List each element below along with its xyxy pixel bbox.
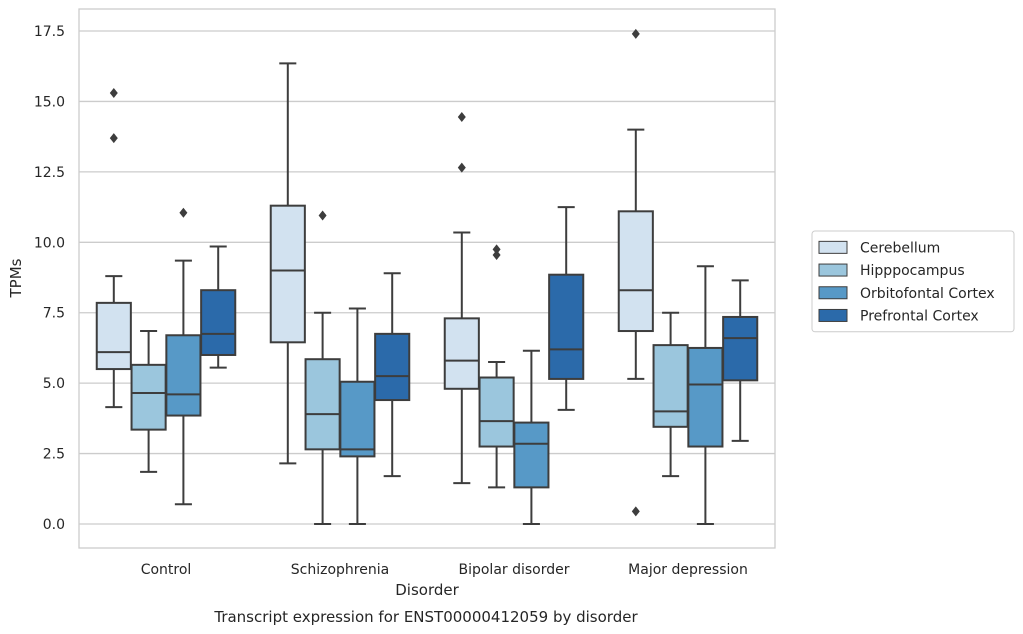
box-group bbox=[548, 206, 585, 411]
legend: Cerebellum Hipppocampus Orbitofontal Corte… bbox=[811, 230, 1015, 333]
box-group bbox=[513, 349, 550, 525]
x-tick-label: Bipolar disorder bbox=[458, 562, 569, 578]
box bbox=[95, 301, 132, 371]
chart-caption: Transcript expression for ENST0000041205… bbox=[213, 608, 638, 626]
box-group bbox=[687, 265, 724, 525]
box bbox=[722, 315, 759, 382]
box bbox=[478, 376, 515, 448]
outlier-marker bbox=[631, 506, 640, 517]
box bbox=[443, 317, 480, 390]
box-group bbox=[269, 62, 306, 465]
y-tick-label: 2.5 bbox=[43, 447, 65, 463]
box bbox=[304, 358, 341, 451]
outlier-marker bbox=[457, 162, 466, 173]
outlier-marker bbox=[492, 244, 501, 255]
plot-area bbox=[79, 9, 775, 548]
box bbox=[269, 204, 306, 344]
box-group bbox=[130, 330, 167, 473]
legend-label: Cerebellum bbox=[860, 240, 940, 256]
box-group bbox=[478, 244, 515, 489]
box bbox=[165, 334, 202, 417]
legend-swatch bbox=[818, 263, 848, 277]
box bbox=[339, 380, 376, 458]
box bbox=[513, 421, 550, 489]
legend-label: Prefrontal Cortex bbox=[860, 308, 979, 324]
y-tick-labels: 0.0 2.5 5.0 7.5 10.0 12.5 15.0 17.5 bbox=[34, 24, 65, 533]
legend-frame bbox=[811, 230, 1015, 333]
box-group bbox=[722, 279, 759, 442]
y-tick-label: 0.0 bbox=[43, 517, 65, 533]
y-tick-label: 7.5 bbox=[43, 306, 65, 322]
legend-swatch bbox=[818, 240, 848, 254]
x-tick-labels: Control Schizophrenia Bipolar disorder Majo… bbox=[141, 562, 748, 578]
x-tick-label: Control bbox=[141, 562, 192, 578]
outlier-marker bbox=[457, 111, 466, 122]
outlier-marker bbox=[631, 28, 640, 39]
outlier-marker bbox=[109, 133, 118, 144]
y-tick-label: 15.0 bbox=[34, 94, 65, 110]
box-group bbox=[443, 111, 480, 485]
y-axis-title: TPMs bbox=[7, 258, 25, 298]
box-group bbox=[339, 307, 376, 525]
box bbox=[548, 273, 585, 380]
x-tick-label: Major depression bbox=[628, 562, 748, 578]
legend-label: Orbitofontal Cortex bbox=[860, 286, 995, 302]
box bbox=[687, 346, 724, 448]
box-group bbox=[374, 272, 411, 478]
box-group bbox=[617, 28, 654, 517]
boxes bbox=[95, 28, 759, 525]
y-tick-label: 17.5 bbox=[34, 24, 65, 40]
box bbox=[130, 363, 167, 431]
box-group bbox=[165, 207, 202, 506]
x-axis-title: Disorder bbox=[395, 581, 459, 599]
outlier-marker bbox=[492, 249, 501, 260]
y-tick-label: 10.0 bbox=[34, 235, 65, 251]
box bbox=[652, 344, 689, 428]
legend-label: Hipppocampus bbox=[860, 263, 965, 279]
outlier-marker bbox=[318, 210, 327, 221]
outlier-marker bbox=[109, 87, 118, 98]
box-group bbox=[95, 87, 132, 409]
box bbox=[374, 332, 411, 402]
x-tick-label: Schizophrenia bbox=[291, 562, 389, 578]
box bbox=[617, 210, 654, 333]
box-group bbox=[200, 245, 237, 369]
y-tick-label: 12.5 bbox=[34, 165, 65, 181]
legend-swatch bbox=[818, 308, 848, 322]
outlier-marker bbox=[179, 207, 188, 218]
legend-swatch bbox=[818, 286, 848, 300]
y-tick-label: 5.0 bbox=[43, 376, 65, 392]
plot-frame bbox=[78, 8, 776, 549]
box bbox=[200, 289, 237, 356]
